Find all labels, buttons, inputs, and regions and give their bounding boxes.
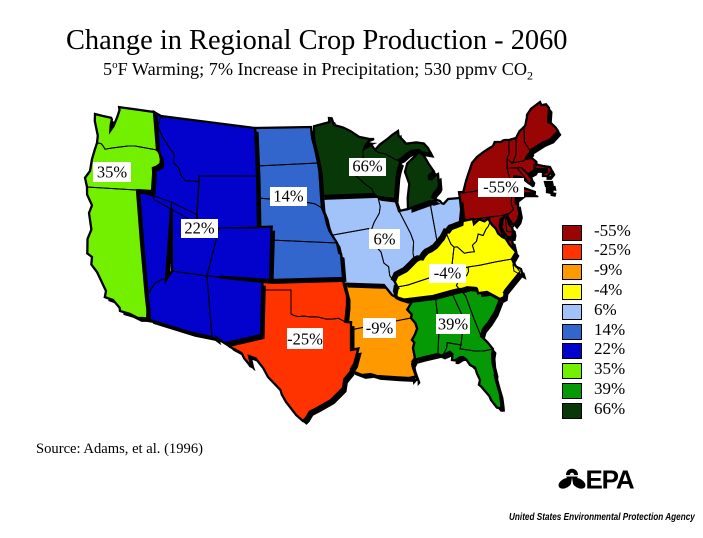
svg-text:EPA: EPA bbox=[586, 465, 635, 493]
svg-text:-25%: -25% bbox=[287, 330, 323, 349]
svg-text:35%: 35% bbox=[97, 163, 128, 182]
svg-text:66%: 66% bbox=[352, 157, 383, 176]
svg-text:22%: 22% bbox=[184, 219, 215, 238]
svg-text:14%: 14% bbox=[273, 187, 304, 206]
svg-text:6%: 6% bbox=[374, 230, 396, 249]
svg-text:39%: 39% bbox=[438, 315, 469, 334]
svg-text:-9%: -9% bbox=[366, 319, 394, 338]
svg-text:-55%: -55% bbox=[483, 178, 519, 197]
svg-text:-4%: -4% bbox=[434, 264, 462, 283]
